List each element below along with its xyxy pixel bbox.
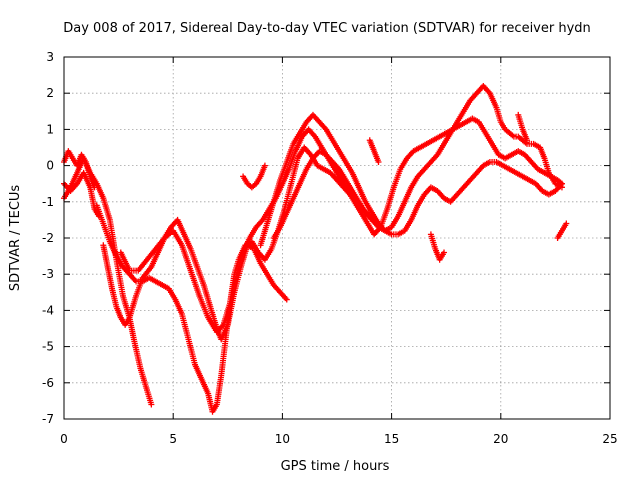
series-6-markers <box>240 162 268 191</box>
x-tick-label: 25 <box>602 432 617 446</box>
x-tick-label: 10 <box>275 432 290 446</box>
x-tick-label: 20 <box>493 432 508 446</box>
y-tick-label: -2 <box>42 231 54 245</box>
plot-frame <box>63 56 611 420</box>
x-tick-label: 0 <box>60 432 68 446</box>
series-9-markers <box>366 137 382 165</box>
y-tick-label: -6 <box>42 376 54 390</box>
y-tick-label: -7 <box>42 412 54 426</box>
x-tick-labels: 0 5 10 15 20 25 <box>60 432 617 446</box>
series-5-markers <box>117 115 565 336</box>
series-10-markers <box>427 231 448 263</box>
series-3-markers <box>100 216 290 343</box>
y-tick-label: -3 <box>42 267 54 281</box>
x-axis-label: GPS time / hours <box>281 459 390 474</box>
y-axis-label: SDTVAR / TECUs <box>8 185 23 292</box>
y-tick-label: 3 <box>46 50 54 64</box>
y-tick-label: 2 <box>46 86 54 100</box>
y-tick-label: -1 <box>42 195 54 209</box>
series-7-markers <box>257 82 565 249</box>
series-12-markers <box>554 220 570 241</box>
data-marks <box>61 82 570 415</box>
y-tick-labels: 3 2 1 0 -1 -2 -3 -4 -5 -6 -7 <box>42 50 54 426</box>
chart-title: Day 008 of 2017, Sidereal Day-to-day VTE… <box>63 21 591 36</box>
y-tick-label: -5 <box>42 340 54 354</box>
y-tick-label: 0 <box>46 159 54 173</box>
x-tick-label: 5 <box>169 432 177 446</box>
x-tick-label: 15 <box>384 432 399 446</box>
series-11-markers <box>515 111 531 144</box>
y-tick-label: -4 <box>42 303 54 317</box>
series-8-markers <box>270 148 565 241</box>
y-tick-label: 1 <box>46 122 54 136</box>
grid-layer <box>64 57 610 419</box>
